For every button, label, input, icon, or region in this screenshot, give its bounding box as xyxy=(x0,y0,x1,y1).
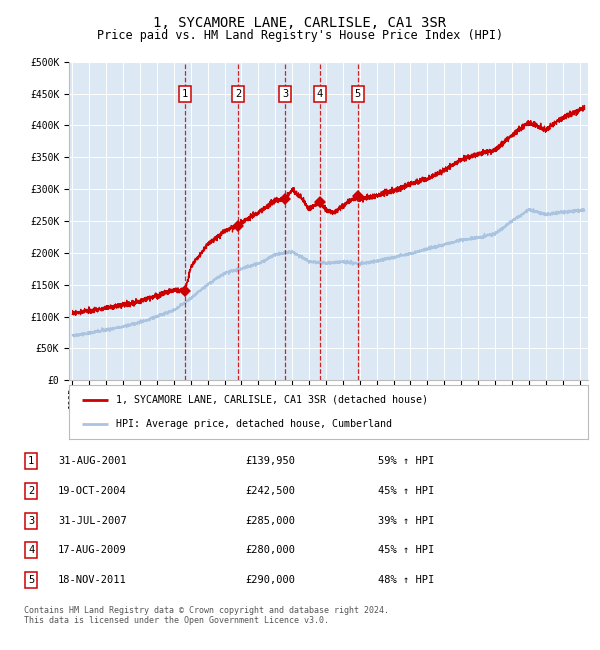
Text: Price paid vs. HM Land Registry's House Price Index (HPI): Price paid vs. HM Land Registry's House … xyxy=(97,29,503,42)
Text: 2: 2 xyxy=(235,88,241,99)
Text: Contains HM Land Registry data © Crown copyright and database right 2024.
This d: Contains HM Land Registry data © Crown c… xyxy=(24,606,389,625)
Text: 3: 3 xyxy=(28,515,34,526)
Text: 1, SYCAMORE LANE, CARLISLE, CA1 3SR: 1, SYCAMORE LANE, CARLISLE, CA1 3SR xyxy=(154,16,446,31)
Text: 2: 2 xyxy=(28,486,34,496)
Text: £285,000: £285,000 xyxy=(245,515,295,526)
Text: HPI: Average price, detached house, Cumberland: HPI: Average price, detached house, Cumb… xyxy=(116,419,392,430)
Text: 1, SYCAMORE LANE, CARLISLE, CA1 3SR (detached house): 1, SYCAMORE LANE, CARLISLE, CA1 3SR (det… xyxy=(116,395,428,405)
Text: 3: 3 xyxy=(282,88,288,99)
Text: 4: 4 xyxy=(317,88,323,99)
Text: 17-AUG-2009: 17-AUG-2009 xyxy=(58,545,127,555)
Text: £280,000: £280,000 xyxy=(245,545,295,555)
Text: 39% ↑ HPI: 39% ↑ HPI xyxy=(378,515,434,526)
Text: 5: 5 xyxy=(355,88,361,99)
Text: 31-AUG-2001: 31-AUG-2001 xyxy=(58,456,127,466)
Text: 19-OCT-2004: 19-OCT-2004 xyxy=(58,486,127,496)
Text: £242,500: £242,500 xyxy=(245,486,295,496)
Text: 45% ↑ HPI: 45% ↑ HPI xyxy=(378,486,434,496)
Text: 59% ↑ HPI: 59% ↑ HPI xyxy=(378,456,434,466)
Text: £139,950: £139,950 xyxy=(245,456,295,466)
Text: 48% ↑ HPI: 48% ↑ HPI xyxy=(378,575,434,585)
Text: 31-JUL-2007: 31-JUL-2007 xyxy=(58,515,127,526)
Text: 4: 4 xyxy=(28,545,34,555)
Text: £290,000: £290,000 xyxy=(245,575,295,585)
Text: 5: 5 xyxy=(28,575,34,585)
Text: 45% ↑ HPI: 45% ↑ HPI xyxy=(378,545,434,555)
Text: 1: 1 xyxy=(182,88,188,99)
Text: 18-NOV-2011: 18-NOV-2011 xyxy=(58,575,127,585)
Text: 1: 1 xyxy=(28,456,34,466)
